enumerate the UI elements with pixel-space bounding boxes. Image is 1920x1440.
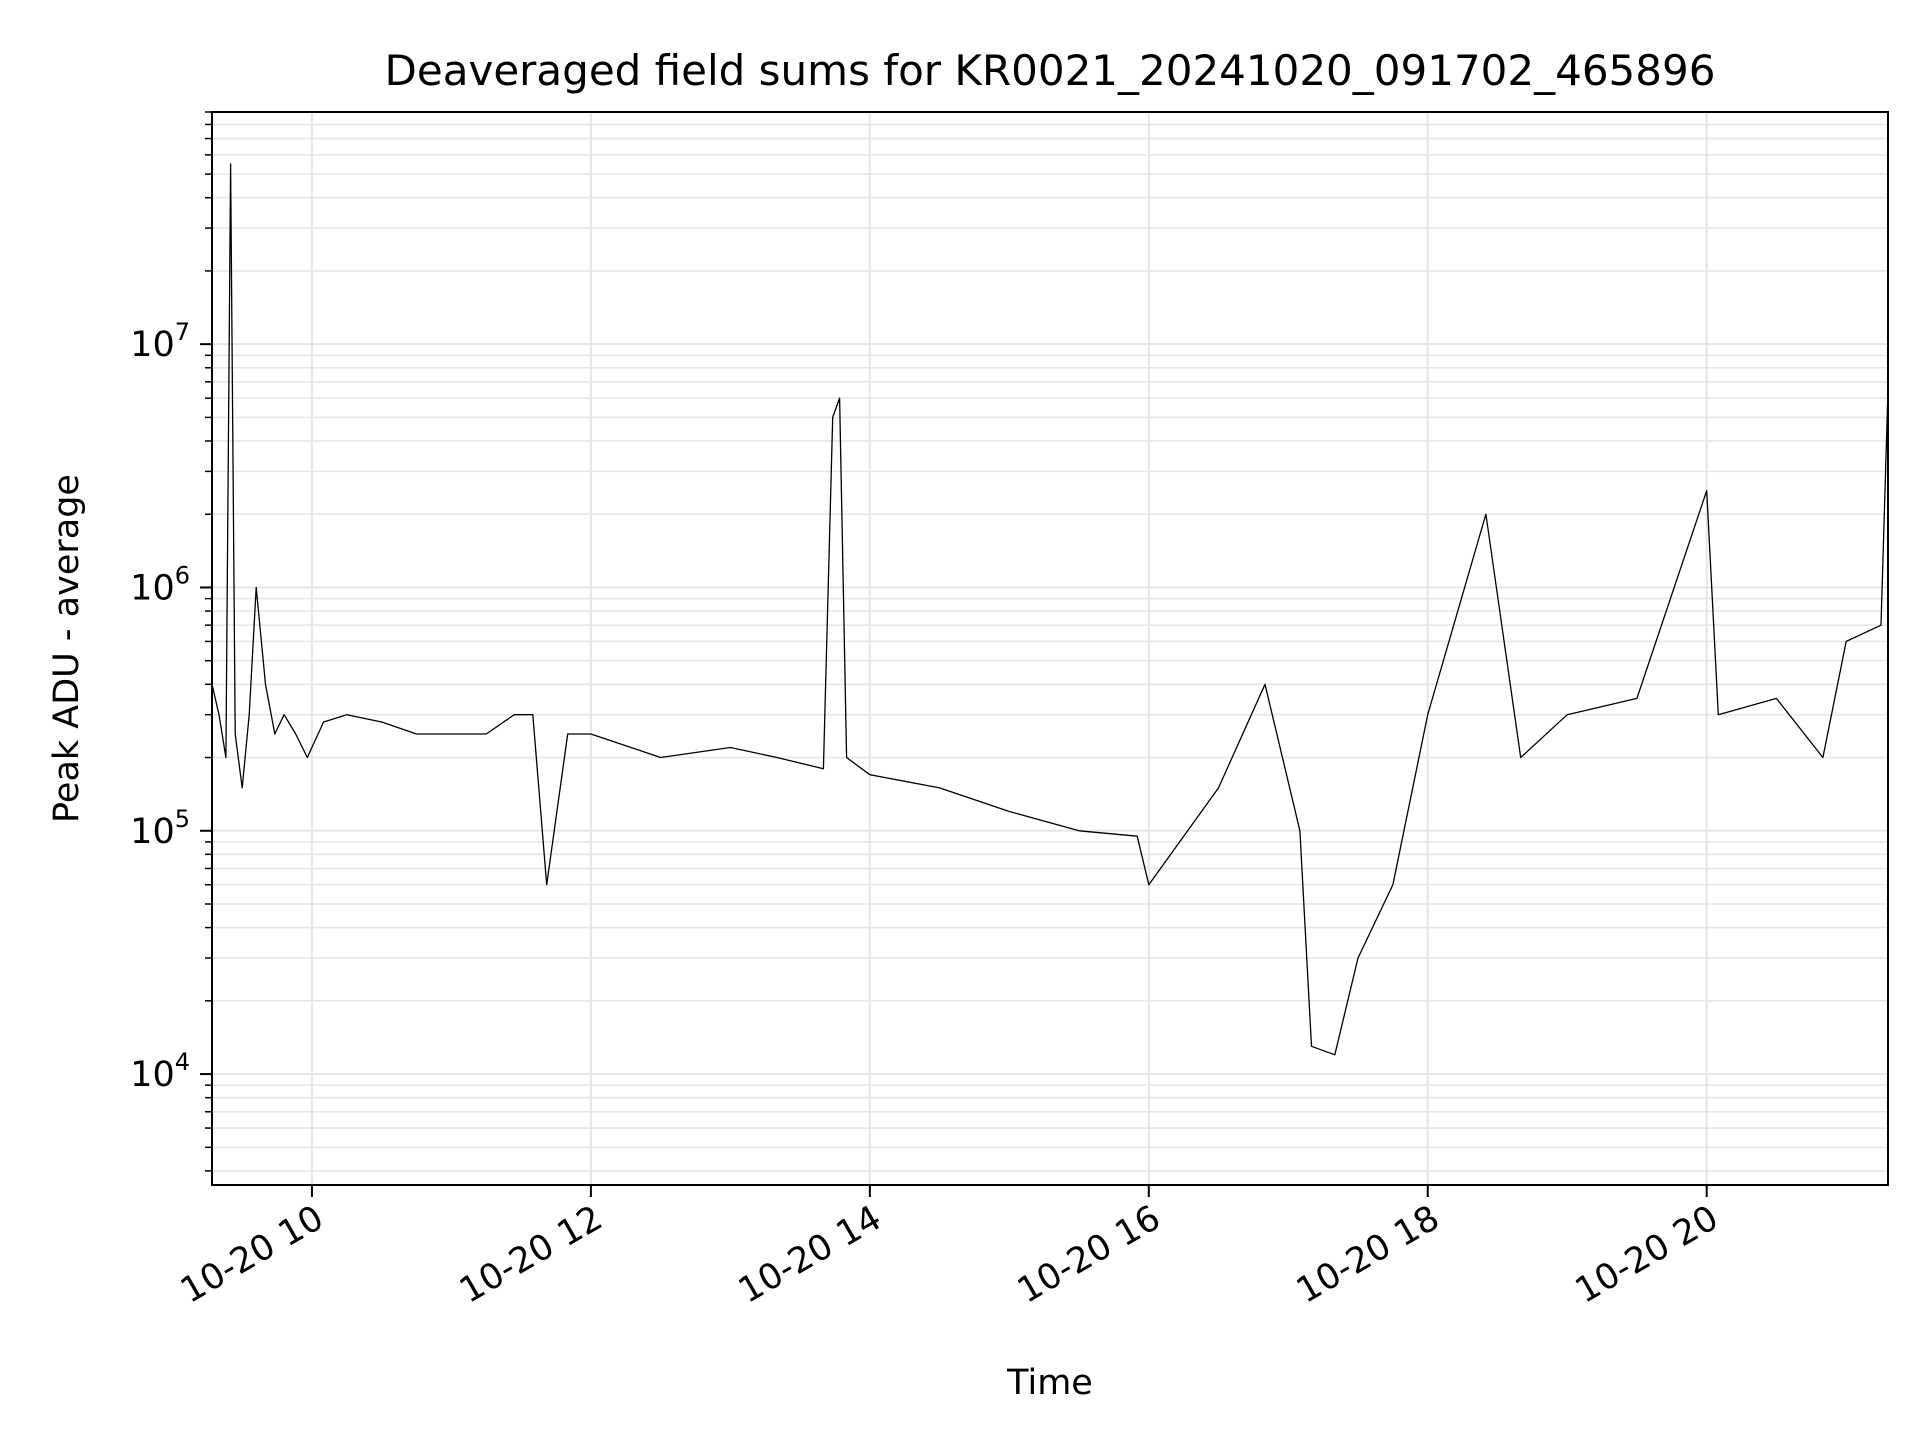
x-axis-label: Time (1006, 1363, 1093, 1403)
plot-frame (211, 111, 1889, 1186)
series-layer (211, 163, 1889, 1056)
y-tick-label: 104 (130, 1048, 190, 1095)
y-tick-label: 107 (130, 318, 190, 365)
grid (212, 111, 1888, 1185)
chart-title: Deaveraged field sums for KR0021_2024102… (385, 46, 1716, 95)
y-axis-label: Peak ADU - average (47, 474, 87, 823)
y-tick-label: 106 (130, 561, 190, 608)
series-line (211, 163, 1889, 1056)
y-tick-label: 105 (130, 805, 190, 852)
